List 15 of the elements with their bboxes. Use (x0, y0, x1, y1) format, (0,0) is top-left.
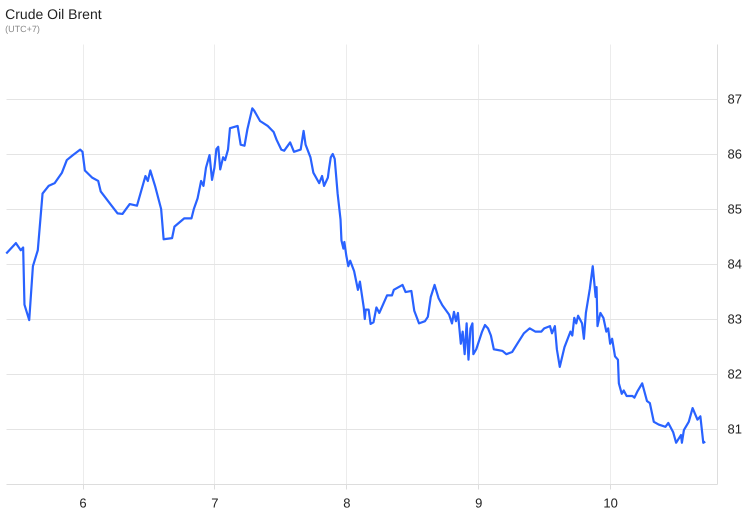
line-series (5, 107, 706, 444)
x-tick-label: 8 (343, 496, 350, 510)
y-tick-label: 83 (728, 312, 742, 326)
chart-title: Crude Oil Brent (5, 6, 102, 22)
y-tick-label: 87 (728, 92, 742, 106)
y-tick-label: 85 (728, 202, 742, 216)
x-tick-label: 9 (475, 496, 482, 510)
x-tick-label: 6 (79, 496, 87, 510)
y-tick-label: 81 (728, 422, 742, 436)
y-tick-label: 84 (728, 256, 742, 272)
x-tick-label: 10 (603, 496, 618, 510)
y-tick-label: 86 (728, 146, 742, 162)
chart-subtitle: (UTC+7) (5, 24, 40, 34)
y-tick-label: 82 (728, 366, 742, 382)
x-tick-label: 7 (211, 496, 219, 510)
